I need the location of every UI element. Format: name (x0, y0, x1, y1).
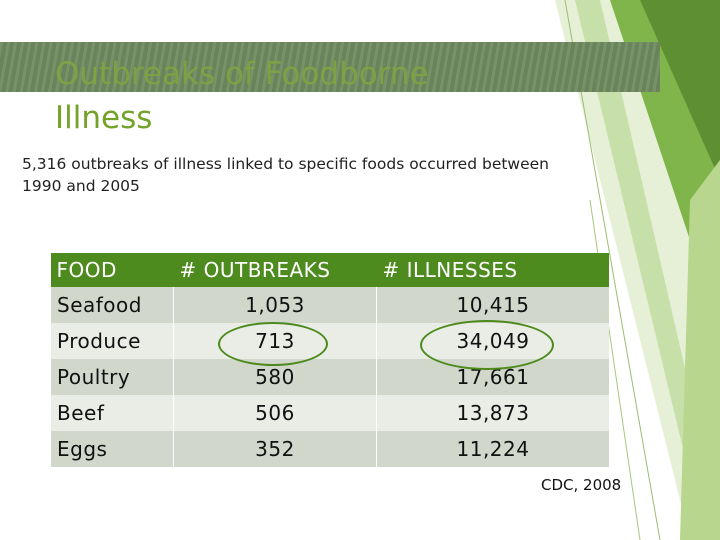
cell-food: Poultry (50, 359, 174, 395)
header-food: FOOD (50, 253, 174, 287)
title-line-2: Illness (55, 100, 153, 136)
cell-food: Eggs (50, 431, 174, 467)
highlight-circle-illnesses (420, 320, 554, 370)
cell-outbreaks: 506 (173, 395, 377, 431)
cell-food: Seafood (50, 287, 174, 323)
highlight-circle-outbreaks (218, 322, 328, 366)
title-line-1: Outbreaks of Foodborne (55, 56, 429, 92)
table-row: Beef 506 13,873 (50, 395, 609, 431)
header-outbreaks: # OUTBREAKS (173, 253, 377, 287)
cell-illnesses: 13,873 (376, 395, 609, 431)
slide-subtitle: 5,316 outbreaks of illness linked to spe… (22, 155, 550, 195)
cell-outbreaks: 1,053 (173, 287, 377, 323)
cell-illnesses: 11,224 (376, 431, 609, 467)
cell-food: Produce (50, 323, 174, 359)
title-band (0, 42, 660, 92)
slide-title: Outbreaks of Foodborne Illness (55, 52, 429, 140)
header-illnesses: # ILLNESSES (376, 253, 609, 287)
cell-outbreaks: 352 (173, 431, 377, 467)
table-header-row: FOOD # OUTBREAKS # ILLNESSES (50, 253, 609, 287)
table-row: Eggs 352 11,224 (50, 431, 609, 467)
cell-illnesses: 10,415 (376, 287, 609, 323)
source-citation: CDC, 2008 (541, 476, 622, 494)
table-row: Seafood 1,053 10,415 (50, 287, 609, 323)
cell-food: Beef (50, 395, 174, 431)
